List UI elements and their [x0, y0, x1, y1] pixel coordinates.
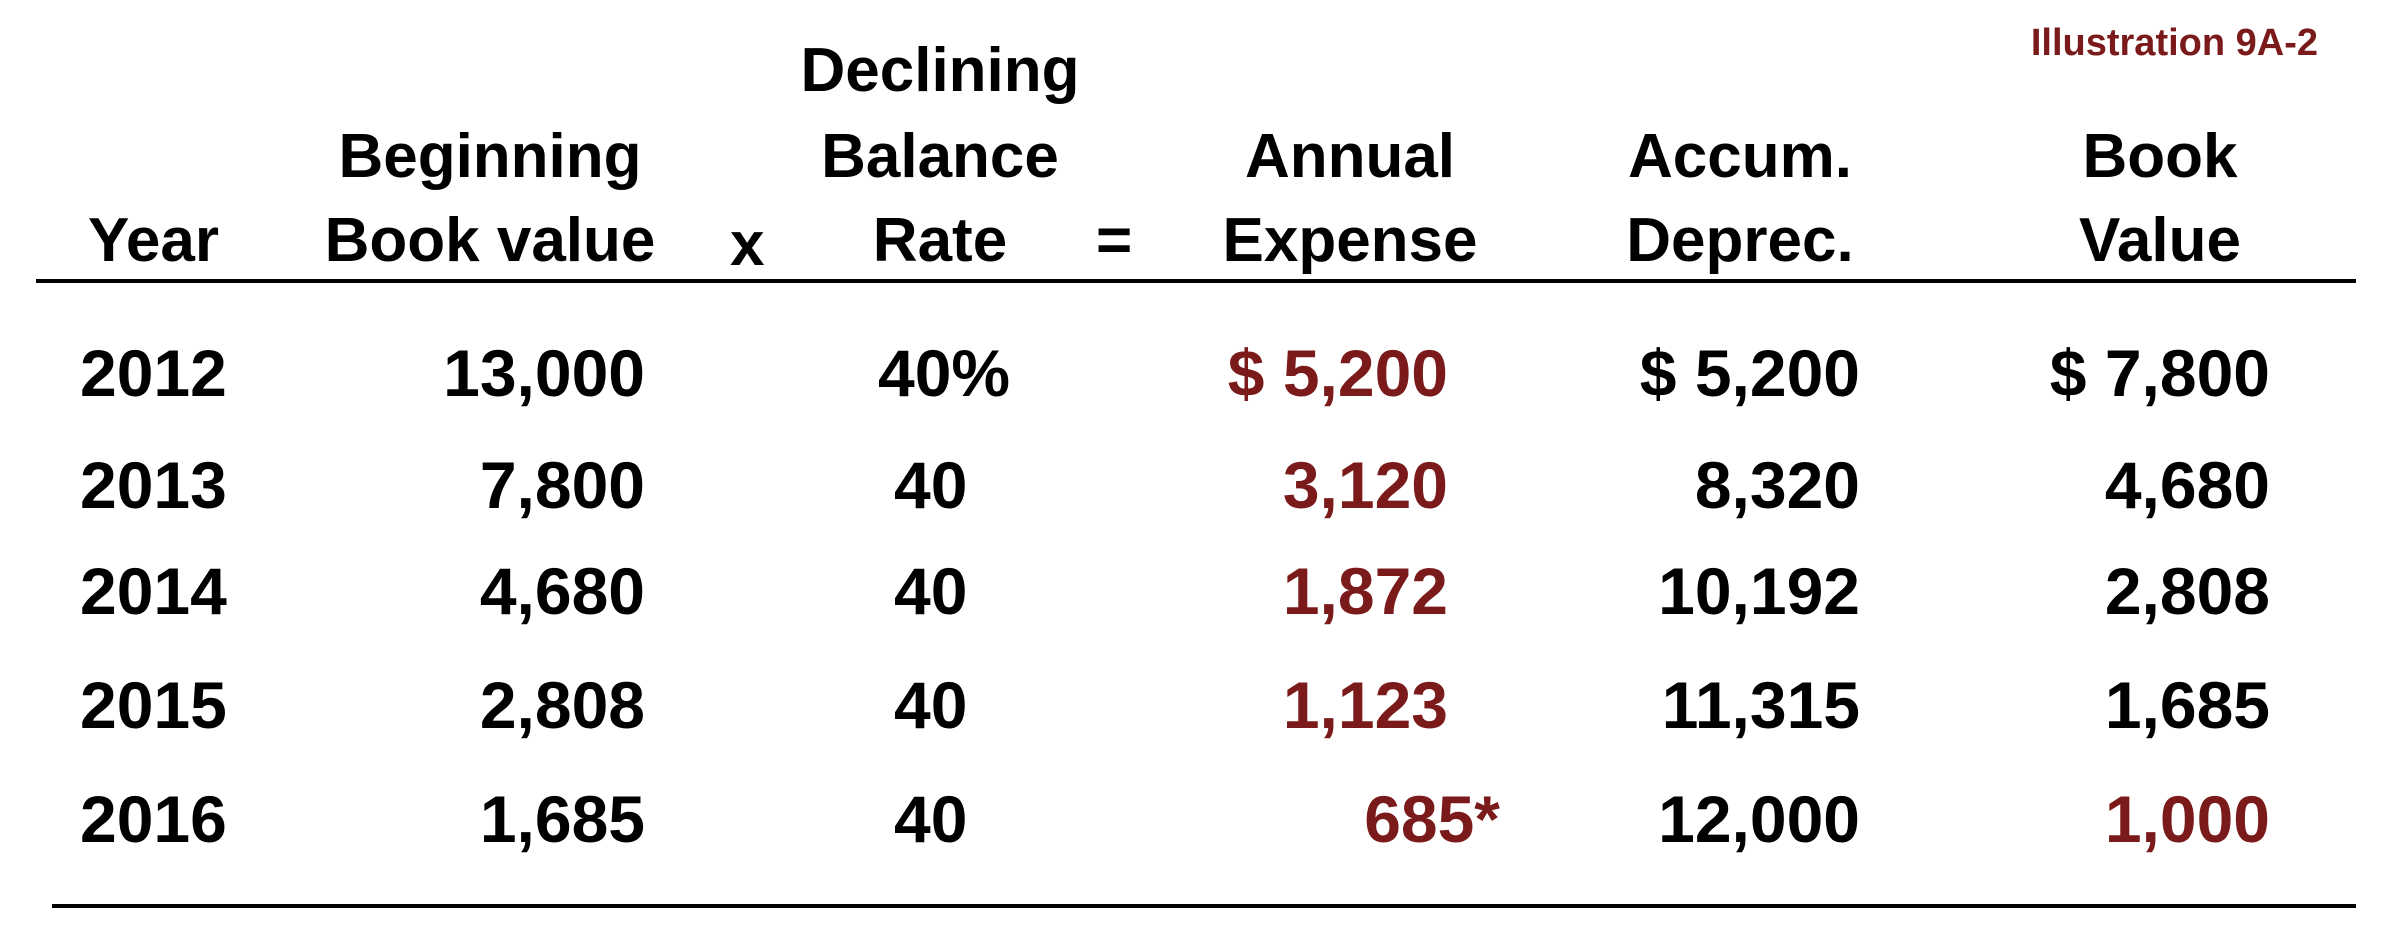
year-cell: 2014: [80, 554, 227, 628]
accum-cell: 8,320: [1694, 448, 1860, 522]
header-divider: [36, 279, 2356, 283]
header-rate-line2: Balance: [821, 122, 1059, 191]
header-accum-line2: Deprec.: [1626, 206, 1854, 275]
header-equals-symbol: =: [1096, 206, 1133, 275]
year-cell: 2016: [80, 782, 227, 856]
beginning-cell: 13,000: [443, 336, 645, 410]
expense-cell: 685*: [1364, 782, 1500, 856]
expense-cell: $ 5,200: [1227, 336, 1448, 410]
book-cell: $ 7,800: [2049, 336, 2270, 410]
rate-cell: 40: [894, 668, 968, 742]
year-cell: 2012: [80, 336, 227, 410]
accum-cell: 11,315: [1661, 668, 1860, 742]
accum-cell: $ 5,200: [1639, 336, 1860, 410]
rate-cell: 40: [894, 782, 968, 856]
illustration-label: Illustration 9A-2: [2030, 22, 2318, 64]
expense-cell: 1,872: [1282, 554, 1448, 628]
header-expense-line1: Annual: [1244, 122, 1456, 191]
accum-cell: 10,192: [1658, 554, 1860, 628]
header-rate-line3: Rate: [872, 206, 1008, 275]
rate-cell: 40%: [878, 336, 1011, 410]
expense-cell: 1,123: [1282, 668, 1448, 742]
beginning-cell: 4,680: [479, 554, 645, 628]
header-expense-line2: Expense: [1222, 206, 1478, 275]
header-book-line2: Value: [2079, 206, 2241, 275]
header-times-symbol: x: [730, 210, 765, 279]
header-book-line1: Book: [2082, 122, 2238, 191]
book-cell: 1,685: [2104, 668, 2270, 742]
header-accum-line1: Accum.: [1628, 122, 1852, 191]
book-cell: 1,000: [2104, 782, 2270, 856]
accum-cell: 12,000: [1658, 782, 1860, 856]
expense-cell: 3,120: [1282, 448, 1448, 522]
header-rate-line1: Declining: [800, 36, 1080, 105]
year-cell: 2013: [80, 448, 227, 522]
book-cell: 2,808: [2104, 554, 2270, 628]
header-beginning-line1: Beginning: [338, 122, 642, 191]
book-cell: 4,680: [2104, 448, 2270, 522]
beginning-cell: 7,800: [479, 448, 645, 522]
rate-cell: 40: [894, 448, 968, 522]
rate-cell: 40: [894, 554, 968, 628]
beginning-cell: 1,685: [479, 782, 645, 856]
header-year: Year: [88, 206, 220, 275]
year-cell: 2015: [80, 668, 227, 742]
header-beginning-line2: Book value: [324, 206, 656, 275]
footer-divider: [52, 904, 2356, 908]
beginning-cell: 2,808: [479, 668, 645, 742]
